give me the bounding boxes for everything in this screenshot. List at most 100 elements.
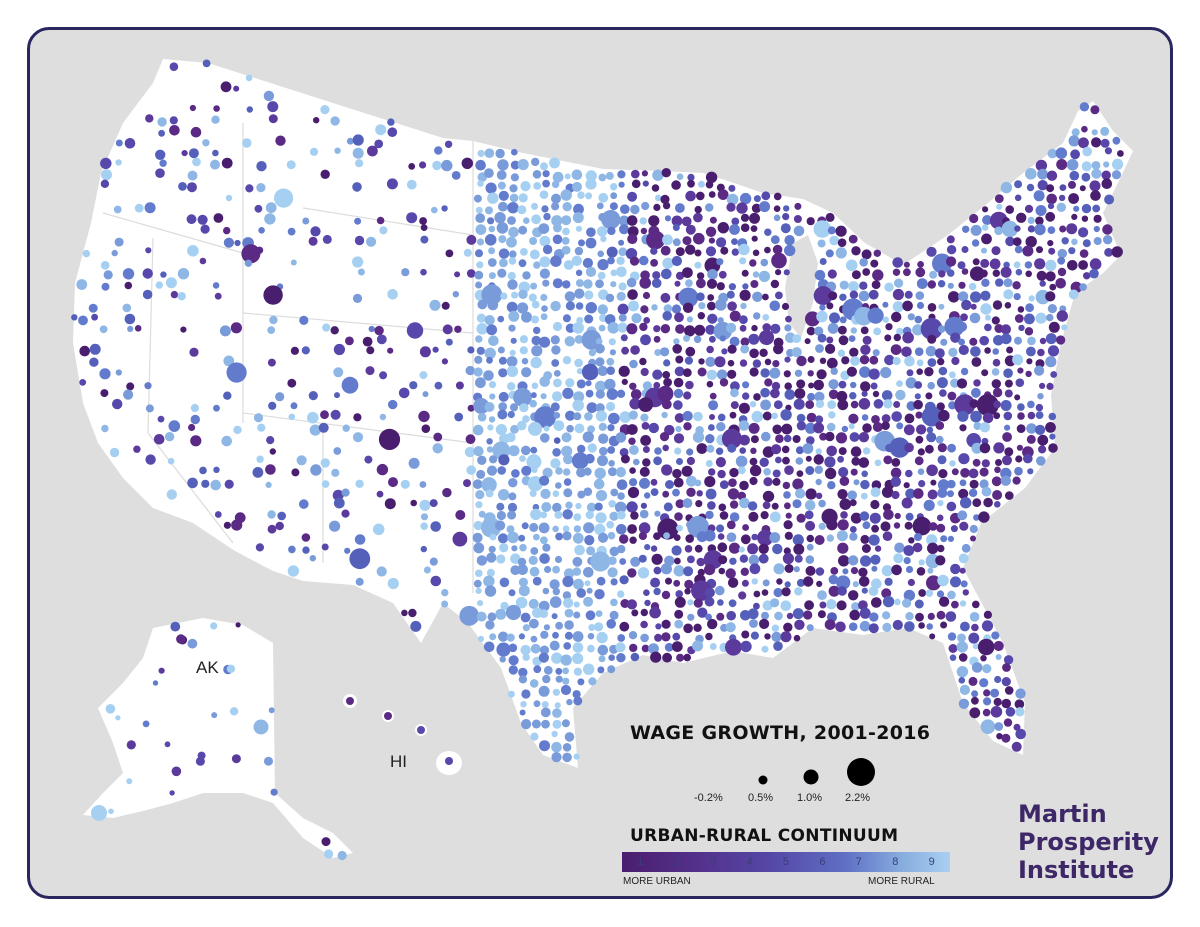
county-dot xyxy=(1079,283,1087,291)
county-dot xyxy=(563,597,574,609)
county-dot xyxy=(751,324,758,332)
county-dot xyxy=(157,117,167,127)
county-dot xyxy=(551,741,562,753)
county-dot xyxy=(839,498,852,511)
county-dot xyxy=(539,268,551,279)
county-dot xyxy=(531,315,539,324)
county-dot xyxy=(1000,400,1012,411)
county-dot xyxy=(1003,718,1013,727)
county-dot xyxy=(616,291,626,301)
county-dot xyxy=(550,255,562,267)
county-dot xyxy=(1024,313,1035,325)
county-dot xyxy=(946,269,955,277)
county-dot xyxy=(387,577,399,590)
county-dot xyxy=(698,358,705,365)
county-dot xyxy=(938,366,948,376)
county-dot xyxy=(245,74,253,82)
county-dot xyxy=(441,600,449,608)
county-dot xyxy=(522,653,530,661)
county-dot xyxy=(649,606,661,619)
county-dot xyxy=(346,137,354,145)
county-dot xyxy=(826,302,834,310)
county-dot xyxy=(671,255,683,267)
county-dot xyxy=(958,653,968,662)
county-dot xyxy=(642,180,649,187)
county-dot xyxy=(1024,327,1034,336)
county-dot xyxy=(518,577,529,587)
county-dot xyxy=(824,467,837,480)
county-dot xyxy=(751,533,758,541)
county-dot xyxy=(189,104,196,112)
county-dot xyxy=(588,677,597,686)
county-dot xyxy=(573,391,585,403)
county-dot xyxy=(372,523,385,536)
county-dot xyxy=(846,366,858,377)
county-dot xyxy=(192,157,201,167)
county-dot xyxy=(850,327,857,334)
county-dot xyxy=(859,620,871,632)
county-dot xyxy=(1057,267,1067,277)
county-dot xyxy=(1027,400,1035,409)
county-dot xyxy=(786,612,794,620)
county-dot xyxy=(707,618,718,630)
county-dot xyxy=(542,543,551,552)
county-dot xyxy=(828,574,839,585)
county-dot xyxy=(531,214,541,225)
county-dot xyxy=(287,378,297,388)
county-dot xyxy=(629,643,638,653)
county-dot xyxy=(841,356,850,365)
county-dot xyxy=(858,432,870,443)
county-dot xyxy=(848,281,859,292)
county-dot xyxy=(1068,193,1079,204)
county-dot xyxy=(255,543,264,552)
county-dot xyxy=(1049,433,1056,440)
county-dot xyxy=(1068,289,1079,300)
county-dot xyxy=(581,329,602,350)
county-dot xyxy=(497,159,509,171)
county-dot xyxy=(835,621,846,633)
county-dot xyxy=(539,376,550,387)
county-dot xyxy=(401,609,408,617)
county-dot xyxy=(926,575,941,591)
county-dot xyxy=(541,305,548,312)
county-dot xyxy=(927,334,937,344)
county-dot xyxy=(780,409,792,421)
county-dot xyxy=(627,191,638,202)
county-dot xyxy=(521,445,531,456)
county-dot xyxy=(333,367,344,378)
county-dot xyxy=(270,788,278,796)
county-dot xyxy=(934,348,945,359)
county-dot xyxy=(1035,159,1048,172)
county-dot xyxy=(835,247,847,259)
county-dot xyxy=(1026,358,1033,365)
county-dot xyxy=(498,235,507,244)
county-dot xyxy=(587,443,597,453)
county-dot xyxy=(729,512,740,522)
county-dot xyxy=(673,477,684,488)
county-dot xyxy=(379,371,388,380)
county-dot xyxy=(969,266,985,282)
county-dot xyxy=(650,577,661,588)
county-dot xyxy=(973,379,981,387)
county-dot xyxy=(969,337,978,346)
county-dot xyxy=(595,410,608,422)
county-dot xyxy=(704,564,716,576)
county-dot xyxy=(155,149,166,160)
county-dot xyxy=(489,533,497,541)
county-dot xyxy=(376,490,384,498)
county-dot xyxy=(881,486,894,498)
county-dot xyxy=(1102,224,1113,235)
county-dot xyxy=(783,622,793,632)
county-dot xyxy=(880,521,891,532)
county-dot xyxy=(499,543,509,553)
county-dot xyxy=(685,224,696,235)
county-dot xyxy=(1056,202,1067,212)
county-dot xyxy=(354,217,362,225)
county-dot xyxy=(937,544,945,553)
county-dot xyxy=(588,349,597,357)
county-dot xyxy=(827,226,836,235)
county-dot xyxy=(1001,698,1012,709)
county-dot xyxy=(639,277,651,289)
county-dot xyxy=(223,237,234,248)
county-dot xyxy=(552,490,560,498)
